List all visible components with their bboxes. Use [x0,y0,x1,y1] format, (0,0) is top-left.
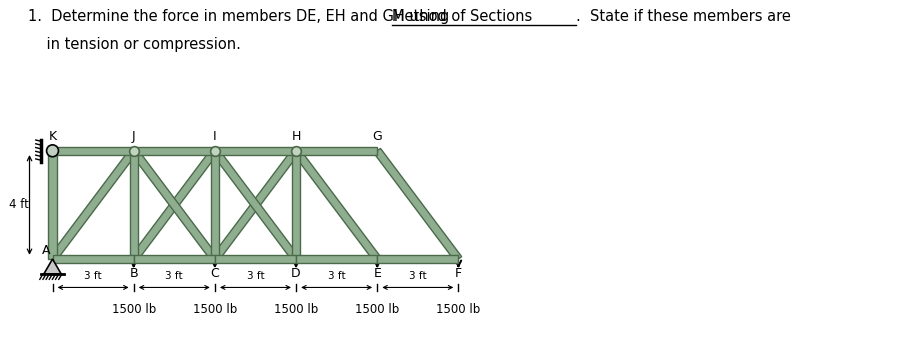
Polygon shape [49,151,56,259]
Text: 1500 lb: 1500 lb [355,303,399,316]
Text: 1500 lb: 1500 lb [193,303,237,316]
Polygon shape [215,255,296,263]
Text: H: H [291,130,301,143]
Text: 3 ft: 3 ft [165,271,183,281]
Text: J: J [132,130,136,143]
Text: 1500 lb: 1500 lb [112,303,156,316]
Text: I: I [213,130,217,143]
Polygon shape [134,147,215,155]
Polygon shape [53,255,134,263]
Polygon shape [293,148,381,262]
Polygon shape [134,255,215,263]
Polygon shape [292,151,300,259]
Polygon shape [130,148,219,262]
Text: 4 ft: 4 ft [9,198,30,211]
Text: 3 ft: 3 ft [409,271,427,281]
Polygon shape [377,255,458,263]
Text: 3 ft: 3 ft [84,271,102,281]
Text: .  State if these members are: . State if these members are [576,9,791,24]
Text: Method of Sections: Method of Sections [392,9,532,24]
Text: K: K [49,130,56,143]
Text: 1500 lb: 1500 lb [436,303,480,316]
Polygon shape [215,147,296,155]
Text: in tension or compression.: in tension or compression. [28,37,241,52]
Polygon shape [296,255,377,263]
Polygon shape [374,148,462,262]
Text: 3 ft: 3 ft [328,271,346,281]
Polygon shape [53,147,134,155]
Text: A: A [41,244,51,257]
Text: 3 ft: 3 ft [247,271,265,281]
Text: F: F [455,267,462,280]
Text: G: G [372,130,382,143]
Text: 1500 lb: 1500 lb [274,303,318,316]
Polygon shape [130,148,219,262]
Polygon shape [49,148,137,262]
Polygon shape [212,148,300,262]
Polygon shape [212,148,300,262]
Circle shape [46,145,58,157]
Text: 1.  Determine the force in members DE, EH and GH using: 1. Determine the force in members DE, EH… [28,9,454,24]
Text: D: D [291,267,301,280]
Text: B: B [129,267,138,280]
Polygon shape [296,147,377,155]
Text: E: E [373,267,381,280]
Polygon shape [211,151,219,259]
Polygon shape [130,151,137,259]
Polygon shape [44,259,61,274]
Text: C: C [210,267,219,280]
